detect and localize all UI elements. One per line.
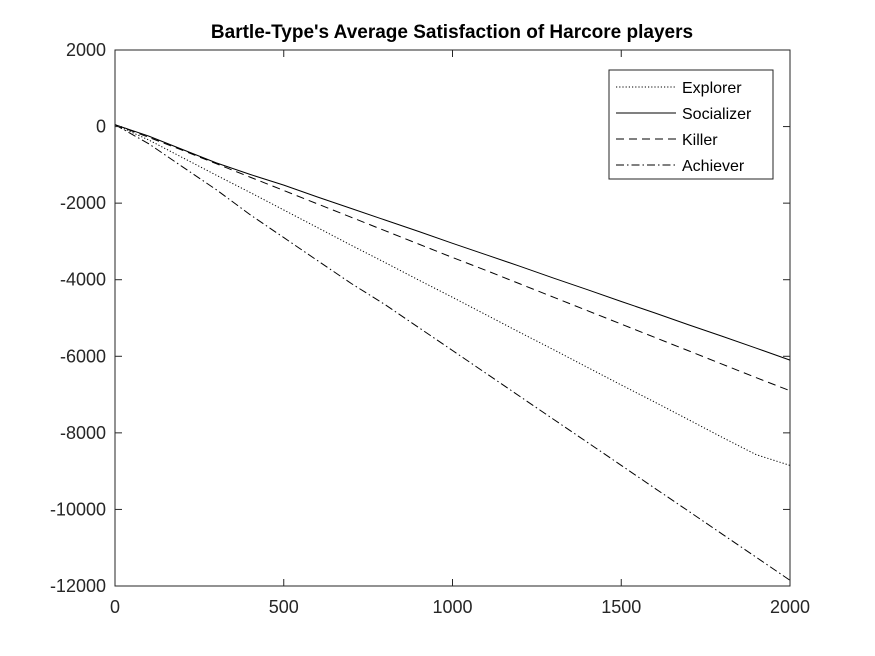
y-tick-label: -2000 [60, 193, 106, 213]
legend-label-explorer: Explorer [682, 80, 742, 97]
series-line-explorer [114, 124, 791, 466]
legend-label-socializer: Socializer [682, 106, 752, 123]
chart-title: Bartle-Type's Average Satisfaction of Ha… [211, 22, 693, 43]
series-layer [114, 124, 791, 581]
x-tick-label: 0 [110, 597, 120, 617]
series-line-achiever [114, 124, 791, 581]
legend: Explorer Socializer Killer Achiever [608, 69, 774, 180]
y-tick-label: -4000 [60, 270, 106, 290]
y-tick-label: 0 [96, 117, 106, 137]
y-tick-label: -12000 [50, 576, 106, 596]
series-line-socializer [114, 124, 791, 361]
series-line-killer [114, 124, 791, 392]
legend-label-killer: Killer [682, 132, 718, 149]
y-tick-label: -8000 [60, 423, 106, 443]
legend-box [608, 69, 774, 180]
x-tick-label: 1500 [601, 597, 641, 617]
y-tick-label: -6000 [60, 346, 106, 366]
y-tick-label: 2000 [66, 40, 106, 60]
x-tick-label: 1000 [432, 597, 472, 617]
x-tick-label: 500 [269, 597, 299, 617]
legend-label-achiever: Achiever [682, 158, 745, 175]
axis-ticks: 0 500 1000 1500 2000 2000 0 -2000 -4000 -6000 -800… [50, 40, 810, 617]
y-tick-label: -10000 [50, 499, 106, 519]
x-tick-label: 2000 [770, 597, 810, 617]
